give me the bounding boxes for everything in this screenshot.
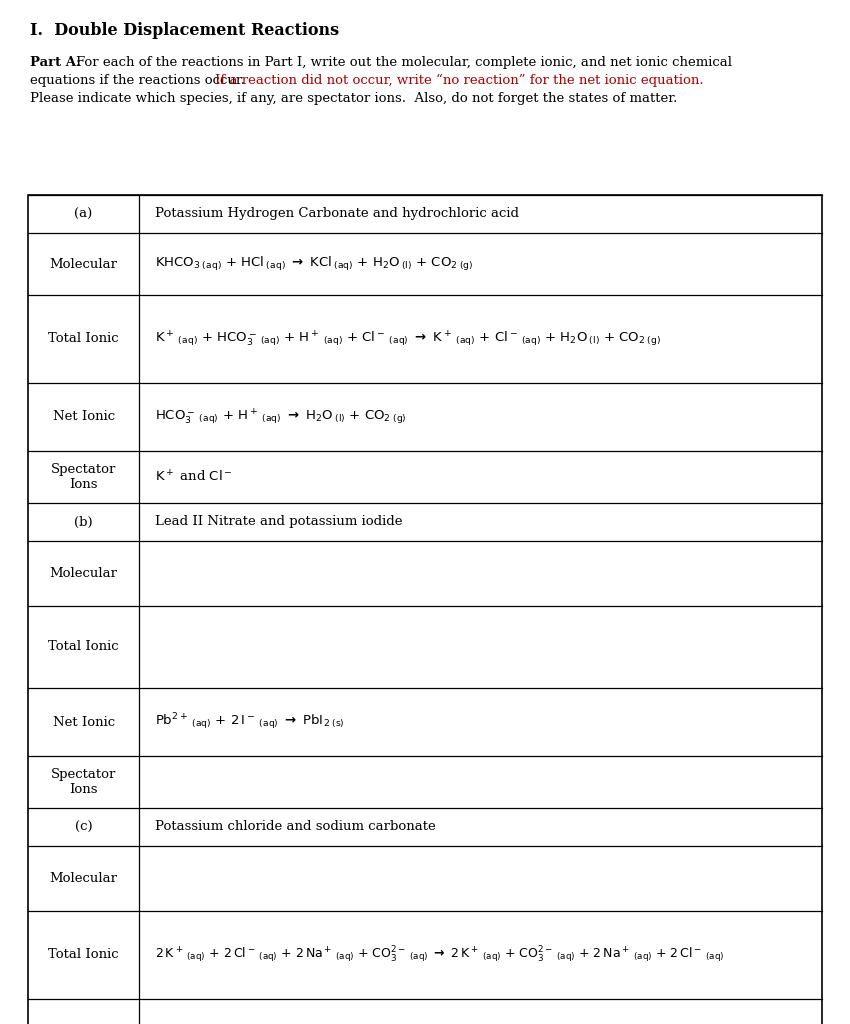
Text: Molecular: Molecular xyxy=(49,872,117,885)
Text: Total Ionic: Total Ionic xyxy=(48,948,119,962)
Text: Spectator
Ions: Spectator Ions xyxy=(51,463,116,490)
Text: Total Ionic: Total Ionic xyxy=(48,640,119,653)
Text: (b): (b) xyxy=(74,515,93,528)
Text: Part A:: Part A: xyxy=(30,56,81,69)
Text: Potassium chloride and sodium carbonate: Potassium chloride and sodium carbonate xyxy=(156,820,436,834)
Text: $\mathrm{K^+}$$\,_{\mathrm{(aq)}}$ $+$ $\mathrm{HCO_3^-}$$\,_{\mathrm{(aq)}}$ $+: $\mathrm{K^+}$$\,_{\mathrm{(aq)}}$ $+$ $… xyxy=(156,330,661,348)
Text: Lead II Nitrate and potassium iodide: Lead II Nitrate and potassium iodide xyxy=(156,515,403,528)
Text: $\mathrm{KHCO_3}$$\,_{\mathrm{(aq)}}$ $+$ $\mathrm{HCl}$$\,_{\mathrm{(aq)}}$ $\b: $\mathrm{KHCO_3}$$\,_{\mathrm{(aq)}}$ $+… xyxy=(156,255,473,273)
Text: Molecular: Molecular xyxy=(49,567,117,580)
Text: (a): (a) xyxy=(75,208,93,220)
Text: $\mathrm{Pb^{2+}}$$\,_{\mathrm{(aq)}}$ $+$ $2\,\mathrm{I^-}$$\,_{\mathrm{(aq)}}$: $\mathrm{Pb^{2+}}$$\,_{\mathrm{(aq)}}$ $… xyxy=(156,712,345,732)
Text: Net Ionic: Net Ionic xyxy=(53,716,115,728)
Text: Spectator
Ions: Spectator Ions xyxy=(51,768,116,796)
Text: equations if the reactions occur.: equations if the reactions occur. xyxy=(30,74,253,87)
Text: If a reaction did not occur, write “no reaction” for the net ionic equation.: If a reaction did not occur, write “no r… xyxy=(215,74,704,87)
Text: $2\,\mathrm{K^+}$$\,_{\mathrm{(aq)}}$ $+$ $2\,\mathrm{Cl^-}$$\,_{\mathrm{(aq)}}$: $2\,\mathrm{K^+}$$\,_{\mathrm{(aq)}}$ $+… xyxy=(156,945,724,966)
Text: Potassium Hydrogen Carbonate and hydrochloric acid: Potassium Hydrogen Carbonate and hydroch… xyxy=(156,208,519,220)
Text: Total Ionic: Total Ionic xyxy=(48,333,119,345)
Text: $\mathrm{K^+}$ and $\mathrm{Cl^-}$: $\mathrm{K^+}$ and $\mathrm{Cl^-}$ xyxy=(156,469,233,484)
Text: Please indicate which species, if any, are spectator ions.  Also, do not forget : Please indicate which species, if any, a… xyxy=(30,92,677,105)
Text: For each of the reactions in Part I, write out the molecular, complete ionic, an: For each of the reactions in Part I, wri… xyxy=(76,56,732,69)
Text: I.  Double Displacement Reactions: I. Double Displacement Reactions xyxy=(30,22,339,39)
Text: Net Ionic: Net Ionic xyxy=(53,411,115,424)
Text: (c): (c) xyxy=(75,820,93,834)
Text: $\mathrm{HCO_3^-}$$\,_{\mathrm{(aq)}}$ $+$ $\mathrm{H^+}$$\,_{\mathrm{(aq)}}$ $\: $\mathrm{HCO_3^-}$$\,_{\mathrm{(aq)}}$ $… xyxy=(156,408,407,427)
Text: Molecular: Molecular xyxy=(49,257,117,270)
